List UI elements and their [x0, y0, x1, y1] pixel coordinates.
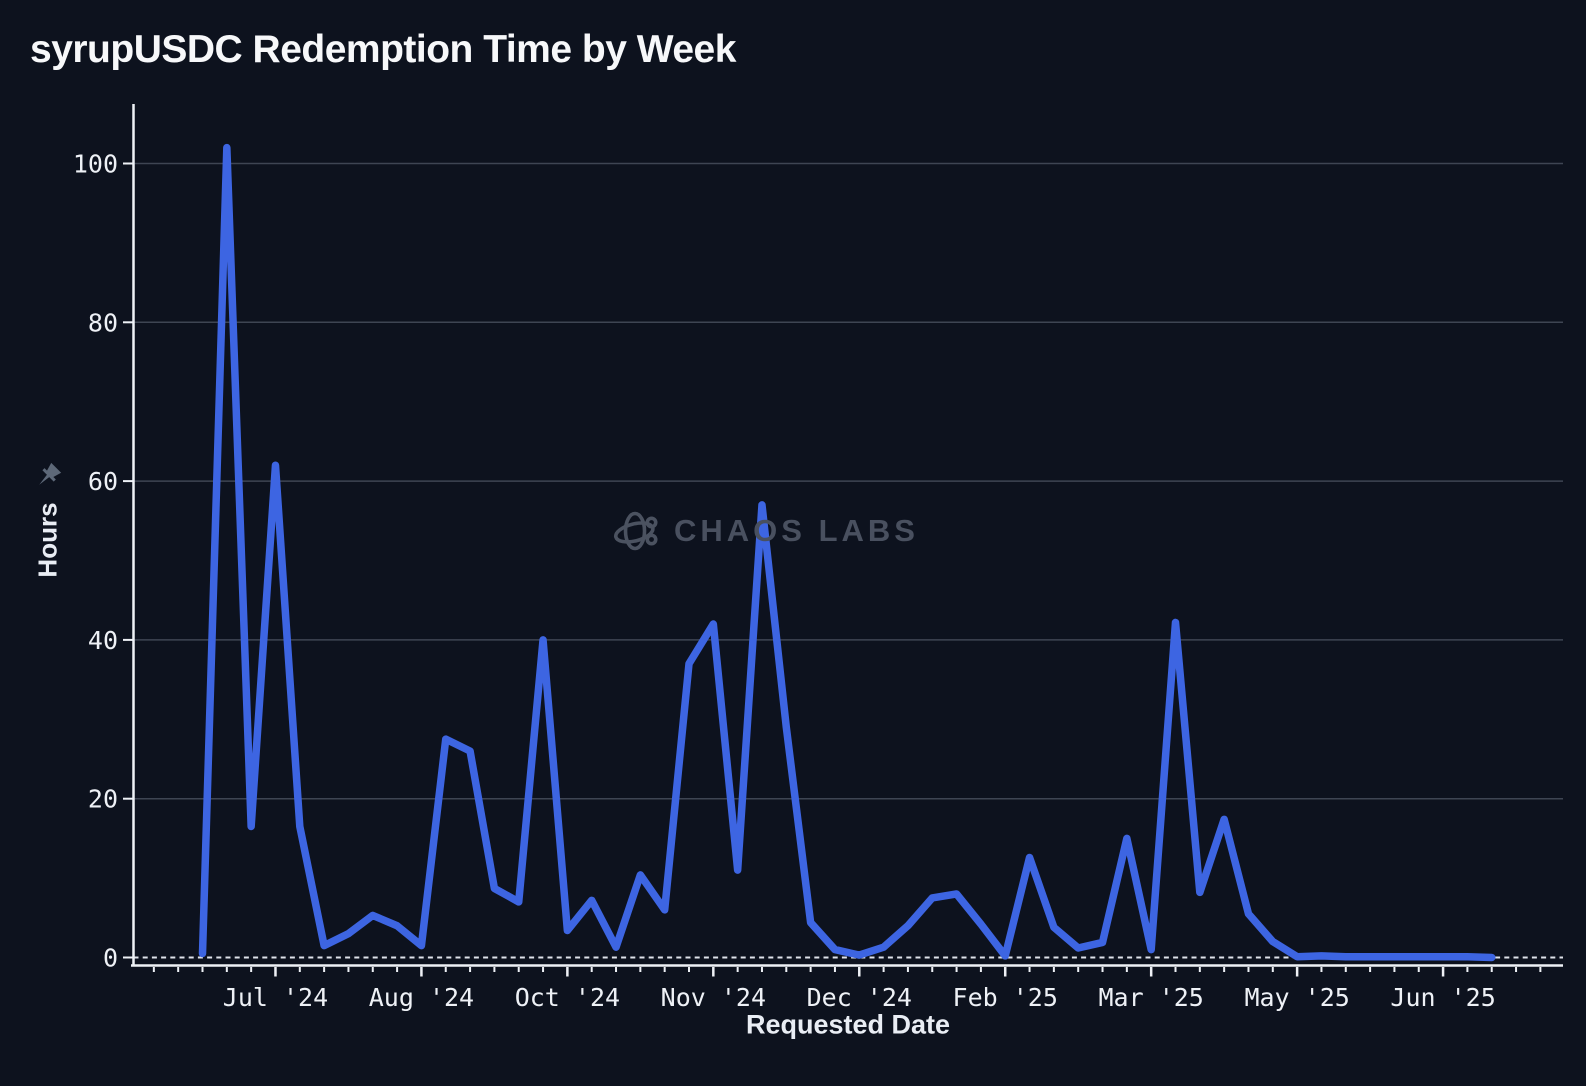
y-tick-label: 100	[73, 150, 118, 179]
x-tick-label: Dec '24	[807, 983, 912, 1012]
x-tick-label: Nov '24	[661, 983, 766, 1012]
x-tick-label: May '25	[1244, 983, 1349, 1012]
x-tick-label: Jun '25	[1390, 983, 1495, 1012]
y-tick-label: 40	[88, 626, 118, 655]
y-tick-label: 60	[88, 467, 118, 496]
pushpin-icon[interactable]	[30, 460, 64, 494]
y-axis-title: Hours	[32, 502, 63, 578]
x-axis-title: Requested Date	[745, 1009, 951, 1040]
x-tick-label: Mar '25	[1098, 983, 1203, 1012]
y-tick-label: 20	[88, 785, 118, 814]
x-tick-label: Feb '25	[953, 983, 1058, 1012]
y-tick-label: 80	[88, 308, 118, 337]
x-tick-label: Oct '24	[515, 983, 620, 1012]
x-tick-label: Aug '24	[369, 983, 474, 1012]
chart-title: syrupUSDC Redemption Time by Week	[30, 28, 736, 71]
x-tick-label: Jul '24	[223, 983, 328, 1012]
redemption-time-series	[198, 143, 1496, 962]
y-tick-label: 0	[103, 944, 118, 973]
